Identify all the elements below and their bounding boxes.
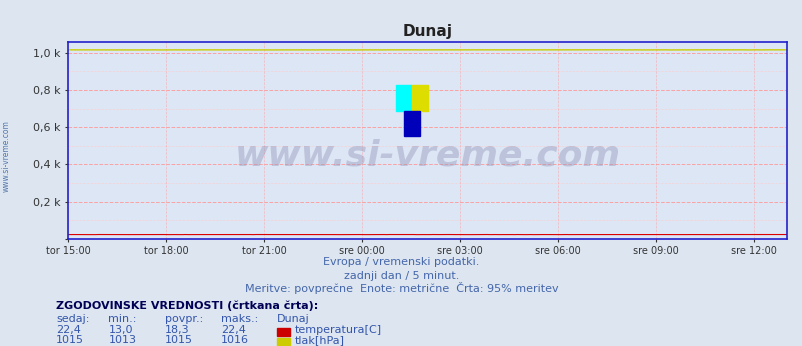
Text: 1015: 1015 xyxy=(56,335,84,345)
Text: sedaj:: sedaj: xyxy=(56,314,90,324)
Text: min.:: min.: xyxy=(108,314,136,324)
Text: maks.:: maks.: xyxy=(221,314,257,324)
Text: www.si-vreme.com: www.si-vreme.com xyxy=(234,139,620,173)
Text: povpr.:: povpr.: xyxy=(164,314,203,324)
Text: 22,4: 22,4 xyxy=(56,325,81,335)
Text: 1013: 1013 xyxy=(108,335,136,345)
Bar xyxy=(403,111,419,136)
Text: tlak[hPa]: tlak[hPa] xyxy=(294,335,344,345)
Text: ZGODOVINSKE VREDNOSTI (črtkana črta):: ZGODOVINSKE VREDNOSTI (črtkana črta): xyxy=(56,300,318,311)
Text: 18,3: 18,3 xyxy=(164,325,189,335)
Text: 22,4: 22,4 xyxy=(221,325,245,335)
Text: Evropa / vremenski podatki.: Evropa / vremenski podatki. xyxy=(323,257,479,267)
Text: 13,0: 13,0 xyxy=(108,325,133,335)
Bar xyxy=(395,85,411,111)
Text: 1015: 1015 xyxy=(164,335,192,345)
Text: Dunaj: Dunaj xyxy=(277,314,310,324)
Bar xyxy=(411,85,427,111)
Title: Dunaj: Dunaj xyxy=(402,24,452,39)
Text: www.si-vreme.com: www.si-vreme.com xyxy=(2,120,11,192)
Text: temperatura[C]: temperatura[C] xyxy=(294,325,381,335)
Text: Meritve: povprečne  Enote: metrične  Črta: 95% meritev: Meritve: povprečne Enote: metrične Črta:… xyxy=(245,282,557,294)
Text: 1016: 1016 xyxy=(221,335,249,345)
Text: zadnji dan / 5 minut.: zadnji dan / 5 minut. xyxy=(343,271,459,281)
